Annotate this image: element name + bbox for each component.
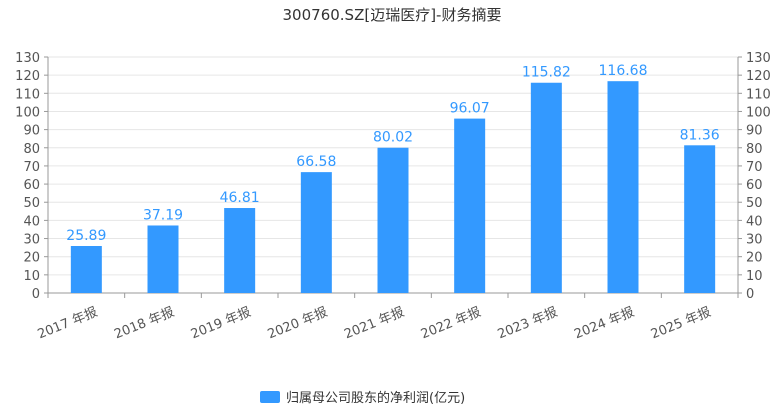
y-tick-label-left: 110	[15, 87, 40, 102]
x-tick-label: 2023 年报	[496, 305, 560, 343]
y-tick-label-left: 80	[23, 142, 40, 157]
data-label: 116.68	[599, 63, 648, 79]
data-label: 96.07	[450, 101, 490, 117]
bar[interactable]	[147, 225, 179, 293]
bar[interactable]	[684, 145, 716, 293]
y-tick-label-left: 60	[23, 178, 40, 193]
y-tick-label-left: 70	[23, 160, 40, 175]
y-tick-label-left: 120	[15, 69, 40, 84]
bar[interactable]	[454, 118, 486, 293]
y-axis-left: 0 10 20 30 40 50 60 70 80 90 100 110 120 130	[15, 51, 49, 302]
bar[interactable]	[224, 208, 256, 293]
x-tick-label: 2025 年报	[649, 305, 713, 343]
y-tick-label-left: 90	[23, 124, 40, 139]
y-tick-label-right: 100	[746, 105, 771, 120]
data-label: 81.36	[680, 127, 720, 143]
y-tick-label-right: 70	[746, 160, 763, 175]
y-tick-label-right: 30	[746, 233, 763, 248]
bar[interactable]	[377, 147, 409, 293]
bars	[70, 81, 716, 293]
x-tick-label: 2024 年报	[572, 305, 636, 343]
y-tick-label-right: 50	[746, 196, 763, 211]
y-tick-label-right: 80	[746, 142, 763, 157]
y-tick-label-left: 50	[23, 196, 40, 211]
y-axis-right: 0 10 20 30 40 50 60 70 80 90 100 110 120 130	[737, 51, 771, 302]
y-tick-label-right: 40	[746, 214, 763, 229]
y-tick-label-right: 20	[746, 251, 763, 266]
y-tick-label-right: 90	[746, 124, 763, 139]
data-label: 80.02	[373, 130, 413, 146]
data-label: 115.82	[522, 65, 571, 81]
y-tick-label-right: 60	[746, 178, 763, 193]
data-label: 46.81	[220, 190, 260, 206]
data-label: 37.19	[143, 207, 183, 223]
x-tick-label: 2018 年报	[112, 305, 176, 343]
y-tick-label-right: 110	[746, 87, 771, 102]
y-tick-label-left: 10	[23, 269, 40, 284]
legend[interactable]: 归属母公司股东的净利润(亿元)	[260, 390, 465, 406]
y-tick-label-left: 100	[15, 105, 40, 120]
y-tick-label-right: 0	[746, 287, 754, 302]
x-tick-label: 2020 年报	[266, 305, 330, 343]
y-tick-label-left: 20	[23, 251, 40, 266]
y-tick-label-right: 10	[746, 269, 763, 284]
bar[interactable]	[70, 245, 102, 293]
x-tick-label: 2017 年报	[36, 305, 100, 343]
bar[interactable]	[607, 81, 639, 293]
x-tick-label: 2021 年报	[342, 305, 406, 343]
y-tick-label-left: 0	[32, 287, 40, 302]
data-label: 66.58	[296, 154, 336, 170]
bar[interactable]	[300, 172, 332, 293]
legend-label[interactable]: 归属母公司股东的净利润(亿元)	[286, 390, 465, 406]
y-tick-label-right: 130	[746, 51, 771, 66]
y-tick-label-left: 130	[15, 51, 40, 66]
x-tick-label: 2022 年报	[419, 305, 483, 343]
bar[interactable]	[530, 82, 562, 293]
data-labels: 25.89 37.19 46.81 66.58 80.02 96.07 115.82 116.…	[66, 63, 720, 244]
y-tick-label-left: 30	[23, 233, 40, 248]
chart-title: 300760.SZ[迈瑞医疗]-财务摘要	[283, 6, 502, 24]
x-axis: 2017 年报 2018 年报 2019 年报 2020 年报 2021 年报 2022 …	[36, 292, 739, 343]
y-tick-label-right: 120	[746, 69, 771, 84]
data-label: 25.89	[66, 228, 106, 244]
legend-swatch[interactable]	[260, 391, 280, 403]
x-tick-label: 2019 年报	[189, 305, 253, 343]
y-tick-label-left: 40	[23, 214, 40, 229]
